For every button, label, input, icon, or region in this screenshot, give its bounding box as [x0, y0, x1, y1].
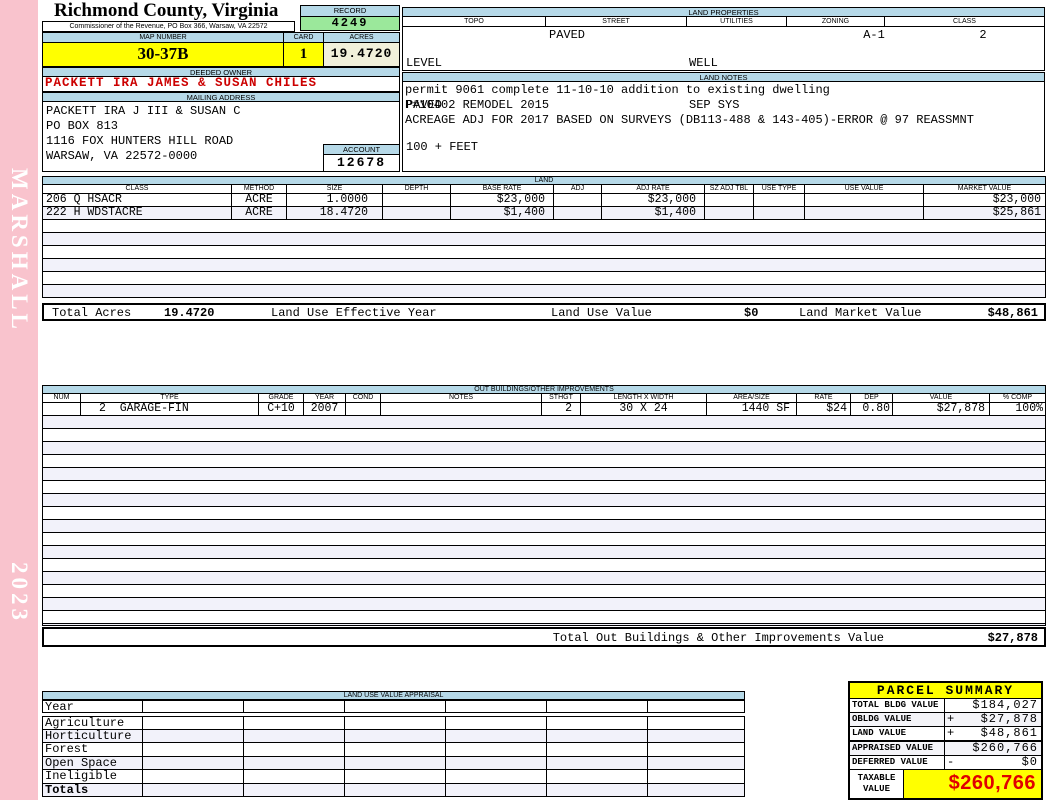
land-market-value-label: Land Market Value — [799, 306, 922, 320]
card-header: CARD — [284, 33, 324, 42]
land-use-totals-row: Totals — [42, 783, 745, 797]
record-value: 4249 — [300, 17, 400, 31]
land-use-year-row: Year — [42, 700, 745, 713]
land-use-row: Ineligible — [42, 770, 745, 784]
total-acres-label: Total Acres — [52, 306, 132, 320]
out-buildings-table: OUT BUILDINGS/OTHER IMPROVEMENTS NUM TYP… — [42, 385, 1046, 626]
account-header: ACCOUNT — [323, 144, 400, 155]
land-market-value: $48,861 — [987, 306, 1038, 320]
land-use-value-label: Land Use Value — [551, 306, 652, 320]
out-buildings-total-row: Total Out Buildings & Other Improvements… — [42, 627, 1046, 647]
map-number-header: MAP NUMBER — [43, 33, 284, 42]
county-title: Richmond County, Virginia — [54, 0, 279, 21]
note-line: P#10402 REMODEL 2015 — [405, 98, 550, 112]
zoning-value: A-1 — [863, 28, 885, 42]
year-label: Year — [43, 701, 143, 713]
summary-row-land: LAND VALUE + $48,861 — [850, 727, 1041, 741]
land-table-header: CLASS METHOD SIZE DEPTH BASE RATE ADJ AD… — [42, 185, 1046, 194]
land-row: 206 Q HSACR ACRE 1.0000 $23,000 $23,000 … — [42, 194, 1046, 207]
watermark-marshall: MARSHALL — [7, 168, 32, 333]
map-number-value: 30-37B — [43, 43, 284, 66]
mailing-address-block: PACKETT IRA J III & SUSAN C PO BOX 813 1… — [42, 102, 400, 172]
record-header: RECORD — [300, 5, 400, 17]
note-line: ACREAGE ADJ FOR 2017 BASED ON SURVEYS (D… — [405, 113, 974, 127]
col-utilities: UTILITIES — [687, 17, 787, 27]
summary-row-taxable: TAXABLE VALUE $260,766 — [850, 770, 1041, 798]
land-use-appraisal-table: LAND USE VALUE APPRAISAL Year Agricultur… — [42, 691, 745, 797]
land-use-row: Agriculture — [42, 716, 745, 730]
mailing-line: PO BOX 813 — [46, 119, 119, 133]
land-use-effective-year-label: Land Use Effective Year — [271, 306, 437, 320]
summary-row-obldg: OBLDG VALUE + $27,878 — [850, 713, 1041, 727]
commissioner-line: Commissioner of the Revenue, PO Box 366,… — [42, 21, 295, 32]
out-buildings-total-label: Total Out Buildings & Other Improvements… — [552, 631, 884, 645]
map-card-acres-values: 30-37B 1 19.4720 — [42, 43, 400, 67]
watermark-year: 2023 — [7, 562, 32, 624]
land-use-appraisal-title: LAND USE VALUE APPRAISAL — [42, 691, 745, 700]
mailing-address-header: MAILING ADDRESS — [42, 92, 400, 102]
note-line: permit 9061 complete 11-10-10 addition t… — [405, 83, 830, 97]
land-use-value: $0 — [744, 306, 759, 320]
land-table-empty-rows — [42, 220, 1046, 298]
land-notes-title: LAND NOTES — [402, 72, 1045, 82]
col-street: STREET — [546, 17, 687, 27]
mailing-line: PACKETT IRA J III & SUSAN C — [46, 104, 241, 118]
land-properties-columns: TOPO STREET UTILITIES ZONING CLASS — [402, 17, 1045, 27]
summary-row-deferred: DEFERRED VALUE - $0 — [850, 756, 1041, 770]
land-table-title: LAND — [42, 176, 1046, 185]
parcel-summary-title: PARCEL SUMMARY — [850, 683, 1041, 699]
land-use-category-rows: Agriculture Horticulture Forest Open Spa… — [42, 716, 745, 797]
acres-header: ACRES — [324, 33, 399, 42]
map-card-acres-header: MAP NUMBER CARD ACRES — [42, 32, 400, 43]
street-value: PAVED — [549, 28, 586, 42]
land-notes-block: permit 9061 complete 11-10-10 addition t… — [402, 82, 1045, 172]
land-totals-row: Total Acres 19.4720 Land Use Effective Y… — [42, 303, 1046, 321]
mailing-line: 1116 FOX HUNTERS HILL ROAD — [46, 134, 234, 148]
out-buildings-empty-rows — [42, 416, 1046, 626]
out-buildings-total-value: $27,878 — [987, 631, 1038, 645]
land-row: 222 H WDSTACRE ACRE 18.4720 $1,400 $1,40… — [42, 207, 1046, 220]
total-acres-value: 19.4720 — [164, 306, 215, 320]
land-properties-values: LEVEL PAVED 100 + FEET PAVED WELL SEP SY… — [402, 27, 1045, 154]
mailing-line: WARSAW, VA 22572-0000 — [46, 149, 198, 163]
out-buildings-title: OUT BUILDINGS/OTHER IMPROVEMENTS — [42, 385, 1046, 394]
out-building-row: 2 GARAGE-FIN C+10 2007 2 30 X 24 1440 SF… — [42, 403, 1046, 416]
out-buildings-header: NUM TYPE GRADE YEAR COND NOTES STHGT LEN… — [42, 394, 1046, 403]
summary-row-total-bldg: TOTAL BLDG VALUE $184,027 — [850, 699, 1041, 713]
taxable-value: $260,766 — [904, 770, 1041, 798]
card-value: 1 — [284, 43, 324, 66]
utilities-values: WELL SEP SYS — [689, 56, 740, 112]
land-table: LAND CLASS METHOD SIZE DEPTH BASE RATE A… — [42, 176, 1046, 298]
deeded-owner-header: DEEDED OWNER — [42, 67, 400, 77]
col-zoning: ZONING — [787, 17, 885, 27]
summary-row-appraised: APPRAISED VALUE $260,766 — [850, 741, 1041, 756]
card-body: Richmond County, Virginia Commissioner o… — [38, 0, 1050, 800]
deeded-owner-value: PACKETT IRA JAMES & SUSAN CHILES — [42, 77, 400, 92]
class-value: 2 — [979, 28, 987, 42]
land-use-row: Open Space — [42, 756, 745, 770]
acres-value: 19.4720 — [324, 43, 399, 66]
parcel-summary: PARCEL SUMMARY TOTAL BLDG VALUE $184,027… — [848, 681, 1043, 800]
topo-values: LEVEL PAVED 100 + FEET — [406, 56, 479, 154]
account-value: 12678 — [323, 155, 400, 172]
col-topo: TOPO — [403, 17, 546, 27]
taxable-value-label: TAXABLE VALUE — [850, 770, 904, 798]
land-use-row: Forest — [42, 743, 745, 757]
land-properties-title: LAND PROPERTIES — [402, 7, 1045, 17]
col-class: CLASS — [885, 17, 1044, 27]
land-use-row: Horticulture — [42, 729, 745, 743]
left-margin-band: MARSHALL 2023 — [0, 0, 38, 800]
